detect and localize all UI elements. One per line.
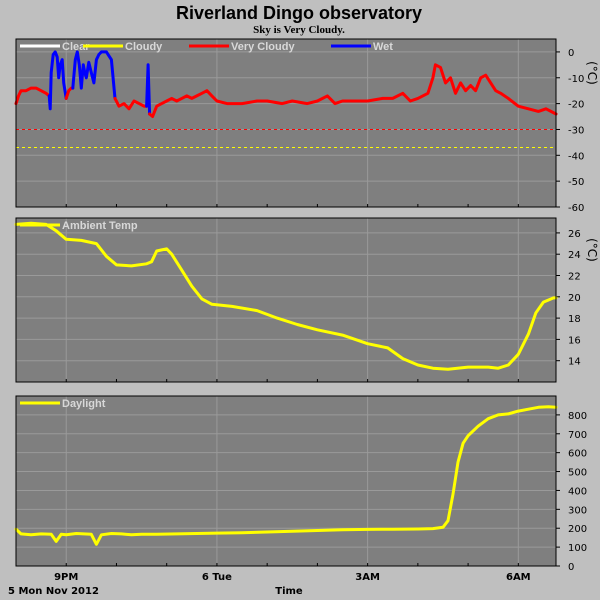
plot-frame	[15, 395, 557, 567]
sky-temperature-line-segment	[113, 96, 149, 111]
legend-entry: Clear	[62, 41, 90, 53]
ambient-temperature-panel: 26 24 22 20 18 16 14 (°C) Ambient Temp	[14, 217, 599, 383]
sky-temperature-line-segment	[145, 63, 152, 116]
y-tick-label: 20	[568, 293, 581, 304]
plot-area	[16, 396, 556, 566]
x-tick-label: 3AM	[355, 572, 380, 583]
page-subtitle: Sky is Very Cloudy.	[253, 24, 345, 36]
legend-entry: Daylight	[62, 398, 106, 410]
legend-entry: Cloudy	[125, 41, 163, 53]
y-tick-label: 800	[568, 411, 587, 422]
y-tick-label: -60	[568, 203, 584, 214]
sky-temperature-panel: 0 -10 -20 -30 -40 -50 -60 (°C) Clear Cloudy Very C…	[14, 38, 599, 214]
sky-temperature-line-segment	[71, 50, 117, 100]
y-tick-label: -20	[568, 100, 584, 111]
page-title: Riverland Dingo observatory	[176, 3, 422, 23]
y-tick-label: -50	[568, 177, 584, 188]
y-tick-label: 300	[568, 505, 587, 516]
plot-frame	[15, 38, 557, 208]
legend-entry: Ambient Temp	[62, 220, 138, 232]
sky-temperature-line-segment	[47, 50, 68, 111]
y-tick-label: -40	[568, 151, 584, 162]
plot-area	[16, 218, 556, 382]
series-line	[14, 405, 558, 546]
y-tick-label: -30	[568, 125, 584, 136]
sky-temperature-line-segment	[14, 86, 51, 106]
x-tick-label: 9PM	[54, 572, 78, 583]
y-tick-label: 0	[568, 562, 574, 573]
y-tick-label: 700	[568, 430, 587, 441]
y-tick-label: 600	[568, 449, 587, 460]
legend-entry: Very Cloudy	[231, 41, 295, 53]
y-tick-label: 500	[568, 468, 587, 479]
y-unit-label: (°C)	[585, 61, 599, 85]
series-line	[14, 221, 558, 371]
plot-frame	[15, 217, 557, 383]
y-tick-label: 100	[568, 543, 587, 554]
x-axis: 9PM 6 Tue 3AM 6AM	[54, 572, 531, 583]
y-tick-label: 400	[568, 486, 587, 497]
y-unit-label: (°C)	[585, 238, 599, 262]
date-label: 5 Mon Nov 2012	[8, 586, 99, 597]
daylight-panel: 800 700 600 500 400 300 200 100 0 Daylight	[14, 395, 587, 573]
x-tick-label: 6 Tue	[202, 572, 232, 583]
x-axis-title: Time	[275, 586, 303, 597]
sky-temperature-line-segment	[148, 63, 558, 118]
y-tick-label: 22	[568, 272, 581, 283]
y-tick-label: 0	[568, 48, 574, 59]
plot-area	[16, 39, 556, 207]
legend-entry: Wet	[373, 41, 393, 53]
y-tick-label: 14	[568, 357, 581, 368]
y-tick-label: 16	[568, 335, 581, 346]
y-tick-label: 26	[568, 229, 581, 240]
y-tick-label: 24	[568, 250, 581, 261]
x-tick-label: 6AM	[506, 572, 531, 583]
y-tick-label: -10	[568, 74, 584, 85]
y-tick-label: 18	[568, 314, 581, 325]
y-tick-label: 200	[568, 524, 587, 535]
